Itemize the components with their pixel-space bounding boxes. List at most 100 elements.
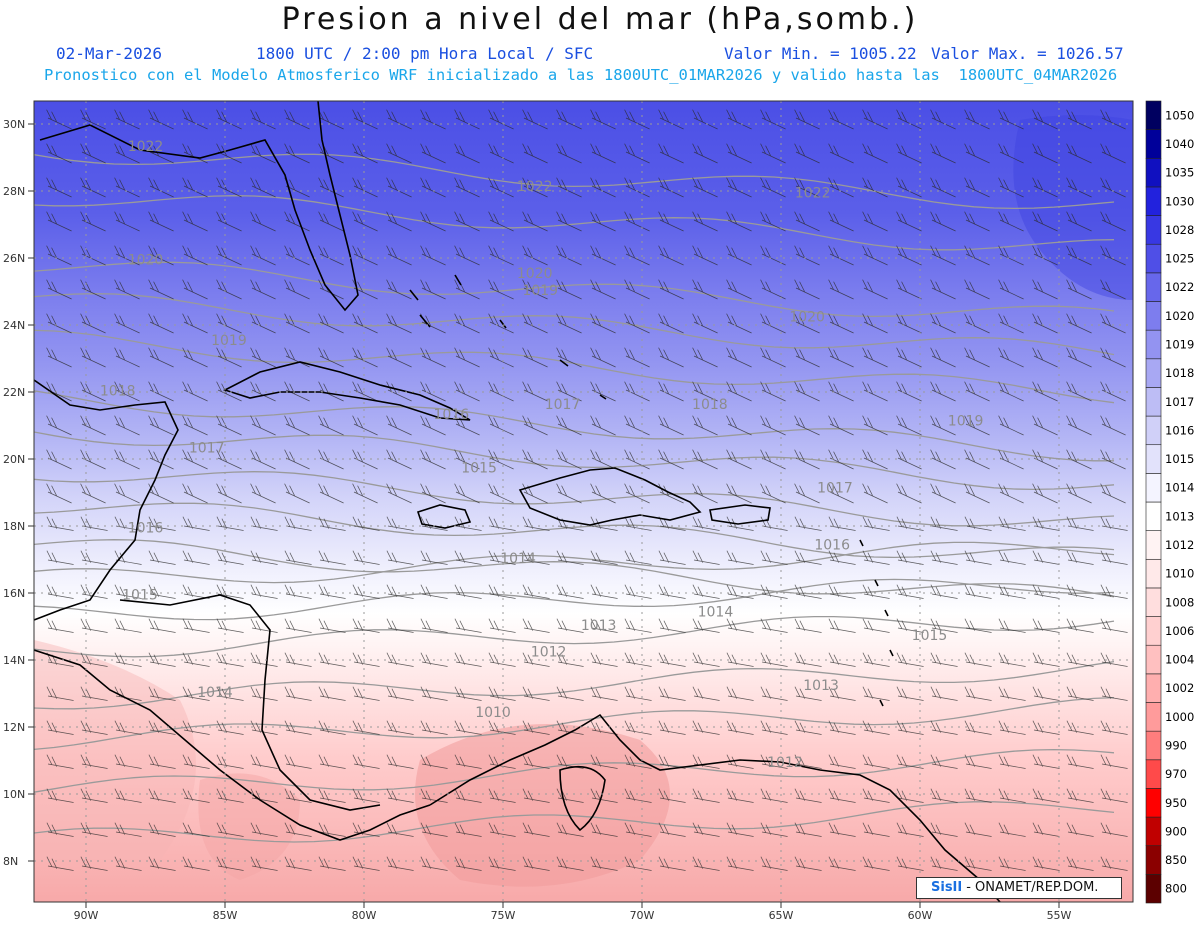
wind-barb (556, 109, 582, 130)
wind-barb (862, 686, 890, 701)
max-value: Valor Max. = 1026.57 (931, 44, 1124, 63)
wind-barb (624, 245, 650, 266)
isobar-value-label: 1016 (434, 407, 470, 423)
wind-barb (590, 415, 616, 436)
colorbar-label: 1017 (1165, 395, 1194, 409)
wind-barb (1066, 550, 1094, 565)
wind-barb (420, 143, 446, 164)
isobar-value-label: 1022 (128, 139, 164, 155)
wind-barb (182, 381, 208, 402)
wind-barb (862, 822, 890, 837)
wind-barb (1100, 279, 1126, 300)
wind-barb (692, 516, 720, 531)
wind-barb (352, 720, 380, 735)
wind-barb (590, 279, 616, 300)
isobar-value-label: 1014 (698, 604, 734, 620)
colorbar-swatch (1145, 759, 1162, 789)
wind-barb (862, 652, 890, 667)
wind-barb (216, 788, 244, 803)
wind-barb (114, 143, 140, 164)
wind-barb (284, 652, 312, 667)
wind-barb (216, 550, 244, 565)
wind-barb (318, 177, 344, 198)
wind-barb (80, 618, 108, 633)
wind-barb (964, 516, 992, 531)
wind-barb (250, 415, 276, 436)
wind-barb (182, 550, 210, 565)
wind-barb (658, 381, 684, 402)
wind-barb (590, 550, 618, 565)
wind-barb (80, 313, 106, 334)
wind-barb (488, 279, 514, 300)
wind-barb (998, 652, 1026, 667)
wind-barb (1066, 822, 1094, 837)
wind-barb (352, 211, 378, 232)
wind-barb (488, 449, 514, 470)
wind-barb (454, 449, 480, 470)
wind-barb (556, 381, 582, 402)
wind-barb (488, 313, 514, 334)
wind-barb (114, 822, 142, 837)
lon-tick-label: 55W (1047, 909, 1072, 922)
wind-barb (726, 550, 754, 565)
wind-barb (148, 313, 174, 334)
wind-barb (692, 211, 718, 232)
wind-barb (964, 211, 990, 232)
wind-barb (250, 245, 276, 266)
wind-barb (760, 652, 788, 667)
wind-barb (284, 550, 312, 565)
wind-barb (386, 143, 412, 164)
wind-barb (896, 245, 922, 266)
graticule (34, 101, 1133, 902)
lon-tick-label: 65W (769, 909, 794, 922)
wind-barb (726, 313, 752, 334)
wind-barb (692, 109, 718, 130)
wind-barb (454, 313, 480, 334)
wind-barb (522, 822, 550, 837)
wind-barb (250, 211, 276, 232)
wind-barb (828, 449, 854, 470)
wind-barb (216, 279, 242, 300)
wind-barb (964, 449, 990, 470)
wind-barb (522, 347, 548, 368)
wind-barb (1066, 245, 1092, 266)
wind-barb (182, 822, 210, 837)
wind-barb (590, 822, 618, 837)
wind-barb (386, 483, 412, 504)
colorbar-swatch (1145, 329, 1162, 360)
wind-barb (828, 822, 856, 837)
wind-barb (624, 449, 650, 470)
wind-barb (556, 856, 584, 871)
wind-barb (930, 313, 956, 334)
wind-barb (114, 720, 142, 735)
wind-barb (250, 550, 278, 565)
colorbar-swatch (1145, 644, 1162, 675)
wind-barb (318, 313, 344, 334)
colorbar-label: 950 (1165, 796, 1187, 810)
wind-barb (1032, 754, 1060, 769)
wind-barb (1100, 856, 1128, 871)
wind-barb (862, 449, 888, 470)
wind-barb (862, 211, 888, 232)
wind-barb (250, 720, 278, 735)
wind-barb (1066, 415, 1092, 436)
wind-barb (998, 211, 1024, 232)
wind-barb (794, 211, 820, 232)
wind-barb (352, 177, 378, 198)
wind-barb (318, 211, 344, 232)
wind-barb (1032, 516, 1060, 531)
wind-barb (216, 347, 242, 368)
wind-barb (182, 686, 210, 701)
wind-barb (318, 550, 346, 565)
wind-barb (794, 686, 822, 701)
colorbar-label: 1030 (1165, 194, 1194, 208)
central-america-caribbean-coast (119, 594, 381, 811)
wind-barb (760, 211, 786, 232)
wind-barb (114, 652, 142, 667)
wind-barb (352, 245, 378, 266)
colorbar-label: 1015 (1165, 452, 1194, 466)
wind-barb (1066, 720, 1094, 735)
wind-barb (1032, 211, 1058, 232)
isobar-value-label: 1014 (197, 685, 233, 701)
wind-barb (46, 516, 74, 531)
